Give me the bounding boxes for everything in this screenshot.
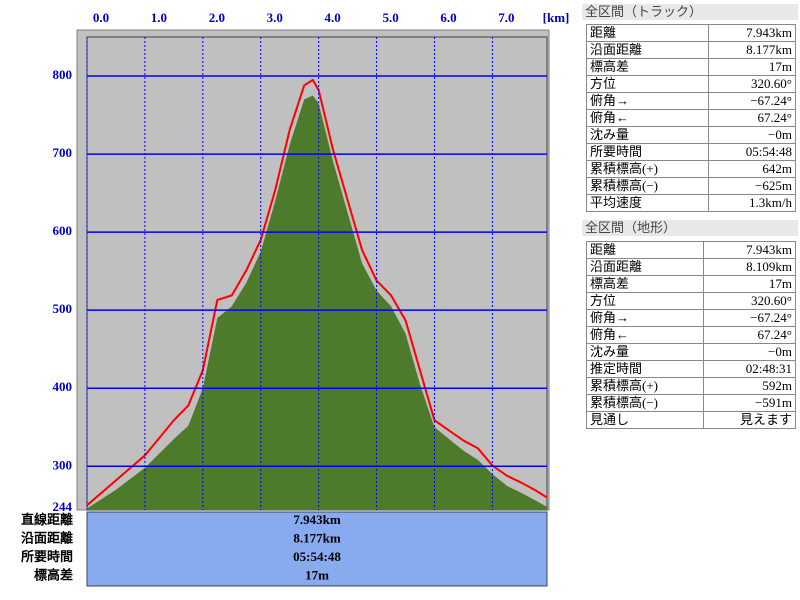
table-row: 累積標高(−) −625m [585, 177, 796, 195]
table-row: 推定時間 02:48:31 [586, 360, 797, 378]
x-tick-label: 5.0 [382, 10, 398, 25]
table-row: 累積標高(−) −591m [586, 394, 797, 412]
table-row: 俯角← 67.24° [585, 109, 796, 127]
x-tick-label: 2.0 [209, 10, 225, 25]
summary-value: 05:54:48 [293, 549, 341, 564]
value-cell: 17m [708, 58, 796, 76]
label-cell: 俯角→ [585, 92, 710, 110]
table-row: 標高差 17m [585, 58, 796, 76]
y-tick-label: 700 [53, 145, 73, 160]
label-cell: 推定時間 [586, 360, 704, 378]
value-cell: −625m [708, 177, 796, 195]
summary-value: 8.177km [293, 530, 340, 545]
y-tick-label: 600 [53, 223, 73, 238]
profile-chart: 0.0 1.0 2.0 3.0 4.0 5.0 6.0 7.0 [km] 244 300 400 500… [21, 10, 570, 587]
label-cell: 方位 [585, 75, 710, 93]
x-tick-label: 3.0 [267, 10, 283, 25]
table-row: 沈み量 −0m [586, 343, 797, 361]
table-row: 累積標高(+) 592m [586, 377, 797, 395]
label-cell: 沿面距離 [586, 258, 704, 276]
table-row: 見通し 見えます [586, 411, 797, 429]
table-row: 累積標高(+) 642m [585, 160, 796, 178]
value-cell: −591m [702, 394, 797, 412]
value-cell: −67.24° [702, 309, 797, 327]
summary-label: 標高差 [34, 567, 73, 582]
table-row: 俯角→ −67.24° [586, 309, 797, 327]
table-row: 沿面距離 8.109km [586, 258, 797, 276]
y-tick-label: 800 [53, 67, 73, 82]
value-cell: 320.60° [702, 292, 797, 310]
x-unit-label: [km] [543, 10, 570, 25]
summary-box [86, 511, 548, 587]
x-tick-label: 4.0 [325, 10, 341, 25]
value-cell: 592m [702, 377, 797, 395]
label-cell: 平均速度 [585, 194, 710, 212]
value-cell: 320.60° [708, 75, 796, 93]
summary-label: 直線距離 [21, 512, 73, 527]
table-row: 俯角→ −67.24° [585, 92, 796, 110]
value-cell: 67.24° [702, 326, 797, 344]
panel-title: 全区間（地形） [582, 220, 798, 236]
panel-title: 全区間（トラック） [582, 4, 798, 20]
value-cell: 見えます [702, 411, 797, 429]
x-tick-label: 6.0 [440, 10, 456, 25]
value-cell: 67.24° [708, 109, 796, 127]
table-row: 方位 320.60° [586, 292, 797, 310]
label-cell: 距離 [586, 241, 704, 259]
value-cell: 02:48:31 [702, 360, 797, 378]
value-cell: 7.943km [702, 241, 797, 259]
label-cell: 沈み量 [585, 126, 710, 144]
table-row: 沿面距離 8.177km [585, 41, 796, 59]
summary-label: 所要時間 [21, 549, 73, 564]
label-cell: 俯角← [586, 326, 704, 344]
value-cell: 642m [708, 160, 796, 178]
y-tick-label: 500 [53, 301, 73, 316]
label-cell: 沈み量 [586, 343, 704, 361]
value-cell: −0m [708, 126, 796, 144]
y-tick-label: 300 [53, 457, 73, 472]
table-row: 平均速度 1.3km/h [585, 194, 796, 212]
label-cell: 見通し [586, 411, 704, 429]
label-cell: 俯角→ [586, 309, 704, 327]
label-cell: 標高差 [585, 58, 710, 76]
terrain-table: 距離 7.943km 沿面距離 8.109km 標高差 17m 方位 320.60° 俯角→ −6… [586, 241, 797, 429]
track-table: 距離 7.943km 沿面距離 8.177km 標高差 17m 方位 320.60° 俯角→ −6… [585, 24, 796, 212]
label-cell: 方位 [586, 292, 704, 310]
summary-value: 17m [305, 567, 329, 582]
y-tick-label: 244 [53, 499, 73, 514]
y-tick-label: 400 [53, 379, 73, 394]
value-cell: 17m [702, 275, 797, 293]
label-cell: 沿面距離 [585, 41, 710, 59]
terrain-area [87, 95, 547, 510]
value-cell: 7.943km [708, 24, 796, 42]
summary-label: 沿面距離 [21, 530, 73, 545]
label-cell: 距離 [585, 24, 710, 42]
value-cell: −0m [702, 343, 797, 361]
x-tick-label: 7.0 [498, 10, 514, 25]
table-row: 距離 7.943km [585, 24, 796, 42]
x-tick-label: 0.0 [93, 10, 109, 25]
x-tick-label: 1.0 [151, 10, 167, 25]
value-cell: −67.24° [708, 92, 796, 110]
table-row: 俯角← 67.24° [586, 326, 797, 344]
value-cell: 8.109km [702, 258, 797, 276]
label-cell: 標高差 [586, 275, 704, 293]
label-cell: 累積標高(+) [586, 377, 704, 395]
table-row: 標高差 17m [586, 275, 797, 293]
label-cell: 累積標高(+) [585, 160, 710, 178]
table-row: 距離 7.943km [586, 241, 797, 259]
value-cell: 05:54:48 [708, 143, 796, 161]
table-row: 所要時間 05:54:48 [585, 143, 796, 161]
label-cell: 俯角← [585, 109, 710, 127]
value-cell: 8.177km [708, 41, 796, 59]
summary-value: 7.943km [293, 512, 340, 527]
label-cell: 累積標高(−) [586, 394, 704, 412]
table-row: 沈み量 −0m [585, 126, 796, 144]
label-cell: 所要時間 [585, 143, 710, 161]
value-cell: 1.3km/h [708, 194, 796, 212]
table-row: 方位 320.60° [585, 75, 796, 93]
label-cell: 累積標高(−) [585, 177, 710, 195]
